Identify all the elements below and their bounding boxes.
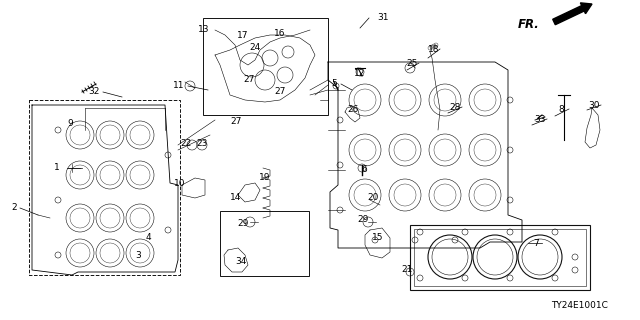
Text: 18: 18 bbox=[428, 44, 440, 53]
Text: 2: 2 bbox=[11, 204, 17, 212]
Text: 31: 31 bbox=[377, 13, 388, 22]
Text: 25: 25 bbox=[406, 59, 418, 68]
Text: 19: 19 bbox=[259, 173, 271, 182]
Text: 13: 13 bbox=[198, 26, 210, 35]
Text: 16: 16 bbox=[275, 28, 285, 37]
Text: 26: 26 bbox=[348, 106, 358, 115]
Text: 21: 21 bbox=[401, 265, 413, 274]
Text: 6: 6 bbox=[361, 165, 367, 174]
Bar bbox=[220, 211, 309, 276]
Text: 27: 27 bbox=[243, 76, 255, 84]
Text: 4: 4 bbox=[145, 233, 151, 242]
Text: 27: 27 bbox=[275, 87, 285, 97]
Text: 1: 1 bbox=[54, 164, 60, 172]
Bar bbox=[29, 100, 180, 275]
Text: 20: 20 bbox=[367, 194, 379, 203]
Text: 17: 17 bbox=[237, 30, 249, 39]
Text: 23: 23 bbox=[196, 140, 208, 148]
Text: 27: 27 bbox=[230, 117, 242, 126]
Text: 10: 10 bbox=[174, 180, 186, 188]
Text: FR.: FR. bbox=[518, 19, 540, 31]
FancyArrow shape bbox=[553, 3, 592, 25]
Text: 29: 29 bbox=[237, 220, 249, 228]
Text: 34: 34 bbox=[236, 257, 246, 266]
Text: 22: 22 bbox=[180, 140, 191, 148]
Text: 9: 9 bbox=[67, 119, 73, 129]
Bar bbox=[203, 18, 328, 115]
Text: 29: 29 bbox=[357, 215, 369, 225]
Text: 8: 8 bbox=[558, 105, 564, 114]
Text: 30: 30 bbox=[588, 100, 600, 109]
Bar bbox=[414, 229, 586, 286]
Text: TY24E1001C: TY24E1001C bbox=[551, 301, 608, 310]
Text: 5: 5 bbox=[331, 79, 337, 89]
Bar bbox=[410, 225, 590, 290]
Text: 28: 28 bbox=[449, 102, 461, 111]
Text: 24: 24 bbox=[250, 43, 260, 52]
Text: 3: 3 bbox=[135, 251, 141, 260]
Text: 12: 12 bbox=[355, 68, 365, 77]
Text: 33: 33 bbox=[534, 115, 546, 124]
Text: 14: 14 bbox=[230, 193, 242, 202]
Text: 7: 7 bbox=[533, 238, 539, 247]
Text: 15: 15 bbox=[372, 234, 384, 243]
Text: 32: 32 bbox=[88, 87, 100, 97]
Text: 11: 11 bbox=[173, 82, 185, 91]
